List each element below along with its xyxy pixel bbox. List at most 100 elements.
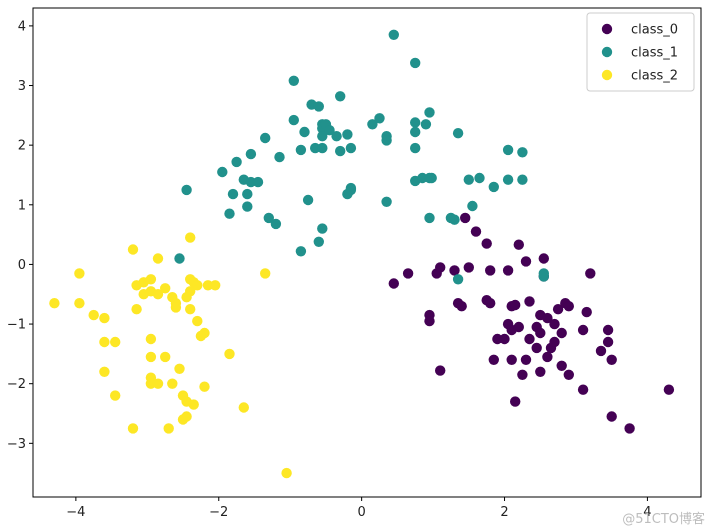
data-point-class_0-59 <box>663 384 675 395</box>
y-tick-label-4: 1 <box>18 198 26 213</box>
data-point-class_0-19 <box>456 301 467 312</box>
data-point-class_2-49 <box>127 423 139 434</box>
data-point-class_0-13 <box>538 253 549 264</box>
data-point-class_2-50 <box>163 423 174 434</box>
legend-marker-class_1 <box>601 46 613 58</box>
data-point-class_2-26 <box>185 304 196 315</box>
data-point-class_1-16 <box>374 113 385 124</box>
data-point-class_2-10 <box>160 283 171 294</box>
x-tick-label-0: −4 <box>66 505 85 520</box>
data-point-class_1-50 <box>488 181 499 193</box>
x-tick-label-3: 2 <box>500 505 508 520</box>
data-point-class_2-1 <box>152 253 164 264</box>
data-point-class_0-57 <box>556 360 567 371</box>
data-point-class_0-52 <box>606 354 617 365</box>
data-point-class_2-17 <box>181 292 192 303</box>
data-point-class_1-57 <box>224 208 235 219</box>
data-point-class_0-3 <box>513 239 524 250</box>
data-point-class_1-49 <box>474 172 485 184</box>
data-point-class_0-1 <box>470 226 482 237</box>
data-point-class_1-60 <box>317 223 328 234</box>
data-point-class_1-53 <box>502 144 514 156</box>
data-point-class_0-56 <box>563 369 574 380</box>
data-point-class_0-35 <box>535 327 546 339</box>
data-point-class_0-50 <box>520 354 532 365</box>
data-point-class_1-37 <box>252 176 264 188</box>
data-point-class_0-45 <box>549 336 560 348</box>
data-point-class_0-23 <box>510 299 521 311</box>
data-point-class_0-43 <box>531 342 542 354</box>
data-point-class_1-48 <box>463 174 474 185</box>
data-point-class_2-40 <box>167 378 178 389</box>
data-point-class_2-45 <box>188 399 199 410</box>
data-point-class_1-30 <box>410 142 421 154</box>
data-point-class_0-36 <box>549 318 560 330</box>
data-point-class_2-29 <box>145 333 157 345</box>
legend-marker-class_0 <box>601 23 613 35</box>
data-point-class_2-28 <box>110 336 121 348</box>
data-point-class_0-33 <box>513 321 524 333</box>
data-point-class_0-27 <box>552 304 564 315</box>
data-point-class_0-8 <box>449 265 460 276</box>
data-point-class_0-53 <box>435 365 446 376</box>
data-point-class_2-9 <box>152 289 164 300</box>
x-tick-label-1: −2 <box>209 505 228 520</box>
data-point-class_1-1 <box>410 57 421 69</box>
data-point-class_2-34 <box>160 351 171 363</box>
data-point-class_2-31 <box>195 330 207 342</box>
data-point-class_2-42 <box>110 390 121 401</box>
data-point-class_1-3 <box>335 91 346 102</box>
x-axis: −4 −2 0 2 4 <box>66 497 652 520</box>
data-point-class_1-43 <box>345 184 357 196</box>
data-point-class_1-24 <box>295 144 307 156</box>
data-point-class_0-11 <box>502 265 514 276</box>
legend-label-class_1: class_1 <box>631 46 678 61</box>
data-point-class_0-12 <box>520 256 532 267</box>
data-point-class_1-18 <box>410 117 421 128</box>
data-point-class_1-26 <box>317 142 328 154</box>
data-point-class_0-9 <box>463 262 474 273</box>
data-point-class_1-59 <box>270 218 282 230</box>
data-point-class_2-7 <box>145 274 157 285</box>
data-point-class_1-38 <box>242 188 253 200</box>
data-point-class_1-66 <box>467 200 478 212</box>
legend-label-class_0: class_0 <box>631 23 678 38</box>
data-point-class_2-48 <box>177 414 189 425</box>
data-point-class_0-42 <box>524 333 535 345</box>
data-point-class_2-14 <box>192 280 203 291</box>
data-point-class_0-41 <box>499 333 510 345</box>
data-point-class_1-11 <box>324 125 335 136</box>
plot-frame <box>32 7 702 498</box>
y-axis: −3 −2 −1 0 1 2 3 4 <box>7 19 33 452</box>
data-point-class_1-12 <box>317 131 328 142</box>
data-point-class_1-22 <box>452 128 464 139</box>
data-point-class_1-21 <box>424 107 435 118</box>
data-point-class_1-32 <box>245 148 257 160</box>
data-point-class_2-41 <box>199 381 210 392</box>
data-point-class_1-47 <box>426 172 437 184</box>
data-point-class_2-25 <box>170 302 182 313</box>
data-point-class_1-14 <box>342 129 353 140</box>
data-point-class_2-3 <box>260 268 271 279</box>
data-point-class_0-39 <box>602 324 614 336</box>
data-point-class_1-19 <box>410 126 421 138</box>
data-point-class_0-30 <box>581 306 592 318</box>
data-point-class_0-49 <box>506 354 517 365</box>
data-point-class_1-20 <box>420 119 432 130</box>
data-point-class_1-67 <box>449 214 460 225</box>
data-point-class_1-61 <box>295 246 307 257</box>
data-point-class_0-48 <box>488 354 499 365</box>
data-point-class_1-0 <box>388 29 399 40</box>
data-point-class_0-0 <box>460 212 471 224</box>
data-point-class_0-21 <box>485 298 496 309</box>
data-point-class_1-5 <box>299 126 310 138</box>
data-point-class_1-62 <box>313 236 324 247</box>
data-point-class_2-18 <box>138 289 149 300</box>
data-point-class_1-31 <box>274 151 285 163</box>
data-point-class_0-60 <box>510 396 521 407</box>
data-point-class_0-15 <box>585 268 596 279</box>
data-point-class_2-53 <box>192 315 203 327</box>
y-tick-label-0: −3 <box>7 437 26 452</box>
data-point-class_0-37 <box>556 327 567 339</box>
data-point-class_2-4 <box>74 268 85 279</box>
